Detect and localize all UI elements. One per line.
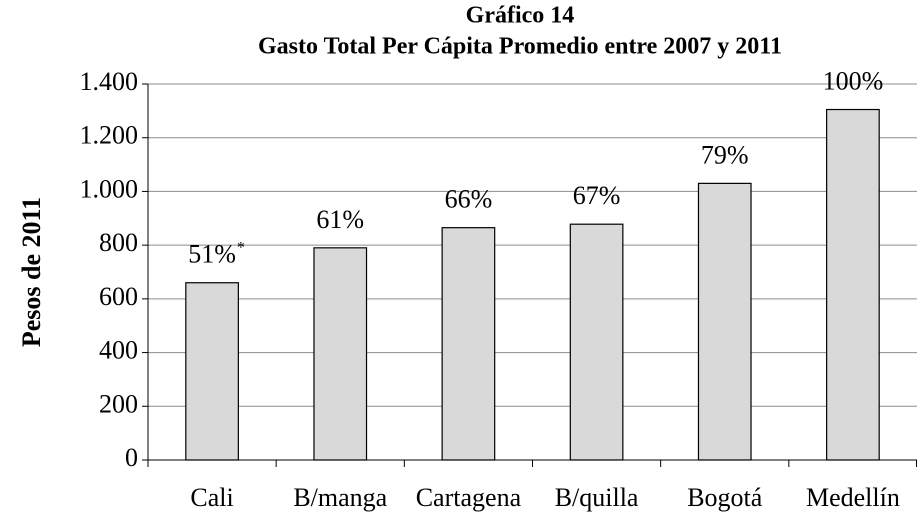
x-tick-label: B/quilla <box>555 483 639 512</box>
bar <box>826 108 880 461</box>
bar-label: 100% <box>823 66 884 95</box>
y-tick-label: 600 <box>99 282 138 311</box>
bar-label: 79% <box>701 140 749 169</box>
bar-label: 61% <box>316 205 364 234</box>
bar-label: 66% <box>445 185 493 214</box>
y-tick-label: 0 <box>125 443 138 472</box>
bar-label-note: * <box>237 239 245 256</box>
y-tick-label: 400 <box>99 336 138 365</box>
bar-label: 51% <box>188 240 236 269</box>
y-tick-label: 800 <box>99 228 138 257</box>
x-tick-label: B/manga <box>293 483 387 512</box>
y-tick-label: 1.400 <box>80 67 139 96</box>
x-tick-label: Cartagena <box>416 483 522 512</box>
y-tick-label: 1.000 <box>80 174 139 203</box>
y-tick-label: 1.200 <box>80 121 139 150</box>
chart-subtitle: Gasto Total Per Cápita Promedio entre 20… <box>258 34 782 60</box>
y-axis-label: Pesos de 2011 <box>17 197 46 347</box>
y-tick-label: 200 <box>99 389 138 418</box>
bar <box>569 223 624 461</box>
bar <box>185 282 239 461</box>
bar <box>441 227 496 461</box>
x-tick-label: Bogotá <box>687 483 763 512</box>
bar-label: 67% <box>573 181 621 210</box>
x-tick-label: Cali <box>190 483 233 512</box>
bar <box>697 182 752 461</box>
chart-title: Gráfico 14 <box>466 3 575 29</box>
bar <box>313 247 368 461</box>
x-tick-label: Medellín <box>806 483 900 512</box>
